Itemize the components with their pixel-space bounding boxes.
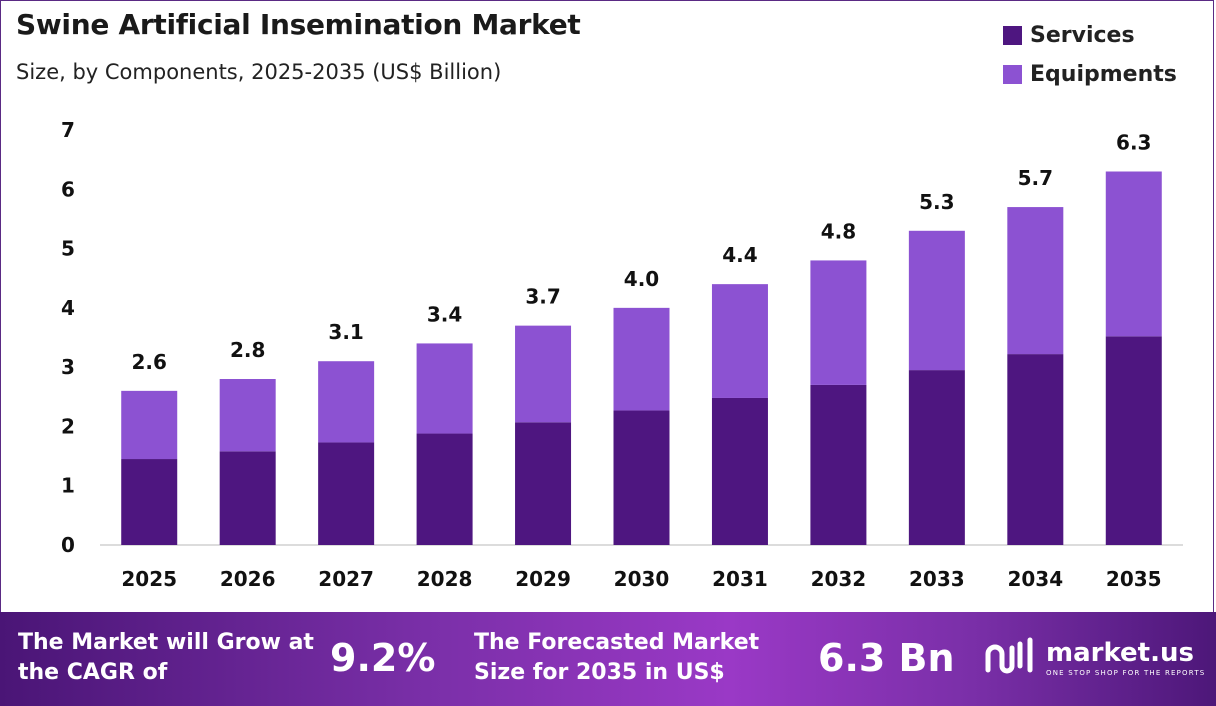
total-label-2034: 5.7 — [1018, 166, 1053, 190]
forecast-value: 6.3 Bn — [818, 636, 955, 680]
x-tick-label-2026: 2026 — [220, 567, 276, 591]
y-tick-label: 2 — [61, 414, 75, 438]
legend-label-equipments: Equipments — [1030, 62, 1177, 87]
bar-equipments-2034 — [1007, 207, 1064, 355]
legend-item-equipments: Equipments — [1003, 55, 1177, 94]
total-label-2031: 4.4 — [722, 243, 757, 267]
summary-banner: The Market will Grow at the CAGR of 9.2%… — [0, 612, 1216, 706]
bar-equipments-2035 — [1105, 171, 1162, 337]
x-tick-label-2032: 2032 — [811, 567, 867, 591]
bar-equipments-2029 — [515, 325, 572, 423]
forecast-text: The Forecasted Market Size for 2035 in U… — [474, 630, 760, 685]
bar-equipments-2026 — [219, 379, 276, 452]
x-tick-label-2029: 2029 — [515, 567, 571, 591]
y-tick-label: 6 — [61, 177, 75, 201]
bar-services-2033 — [908, 370, 965, 545]
bar-services-2027 — [318, 442, 375, 545]
total-label-2035: 6.3 — [1116, 131, 1151, 155]
logo-tagline: ONE STOP SHOP FOR THE REPORTS — [1046, 669, 1206, 677]
bar-services-2032 — [810, 384, 867, 545]
x-tick-label-2028: 2028 — [417, 567, 473, 591]
total-label-2030: 4.0 — [624, 267, 659, 291]
market-us-logo: market.us ONE STOP SHOP FOR THE REPORTS — [984, 636, 1205, 680]
x-tick-label-2031: 2031 — [712, 567, 768, 591]
y-tick-label: 7 — [61, 118, 75, 142]
bar-equipments-2028 — [416, 343, 473, 434]
bar-services-2029 — [515, 422, 572, 545]
total-label-2032: 4.8 — [821, 219, 856, 243]
bar-services-2035 — [1105, 336, 1162, 545]
bar-equipments-2033 — [908, 230, 965, 371]
bar-equipments-2032 — [810, 260, 867, 385]
legend: Services Equipments — [1003, 16, 1177, 94]
bar-services-2028 — [416, 433, 473, 545]
chart-title: Swine Artificial Insemination Market — [16, 8, 581, 41]
bar-services-2026 — [219, 451, 276, 545]
total-label-2033: 5.3 — [919, 190, 954, 214]
x-tick-label-2033: 2033 — [909, 567, 965, 591]
y-tick-label: 0 — [61, 533, 75, 557]
bar-equipments-2030 — [613, 307, 670, 411]
legend-swatch-services — [1003, 26, 1022, 45]
total-label-2028: 3.4 — [427, 302, 462, 326]
cagr-value: 9.2% — [330, 636, 436, 680]
total-label-2029: 3.7 — [525, 285, 560, 309]
bar-services-2034 — [1007, 354, 1064, 545]
total-label-2025: 2.6 — [132, 350, 167, 374]
total-label-2026: 2.8 — [230, 338, 265, 362]
stacked-bar-chart: 0 1 2 3 4 5 6 7 2.6 2025 2.8 2026 3.1 2027 3.4 2028 3.7 2… — [61, 118, 1183, 591]
bar-equipments-2031 — [711, 284, 768, 398]
bar-equipments-2025 — [121, 390, 178, 460]
bar-equipments-2027 — [318, 361, 375, 443]
y-tick-label: 4 — [61, 296, 75, 320]
x-tick-label-2027: 2027 — [318, 567, 374, 591]
logo-mark-icon — [985, 637, 1033, 674]
bar-services-2031 — [711, 397, 768, 545]
legend-swatch-equipments — [1003, 65, 1022, 84]
cagr-text: The Market will Grow at the CAGR of — [18, 630, 314, 685]
bar-services-2025 — [121, 459, 178, 545]
logo-name: market.us — [1046, 638, 1194, 668]
y-tick-label: 1 — [61, 474, 75, 498]
legend-label-services: Services — [1030, 23, 1135, 48]
x-tick-label-2035: 2035 — [1106, 567, 1162, 591]
chart-subtitle: Size, by Components, 2025-2035 (US$ Bill… — [16, 60, 502, 84]
legend-item-services: Services — [1003, 16, 1177, 55]
bar-services-2030 — [613, 410, 670, 545]
total-label-2027: 3.1 — [328, 320, 363, 344]
x-tick-label-2034: 2034 — [1007, 567, 1063, 591]
y-tick-label: 5 — [61, 237, 75, 261]
x-tick-label-2030: 2030 — [614, 567, 670, 591]
x-tick-label-2025: 2025 — [121, 567, 177, 591]
y-tick-label: 3 — [61, 355, 75, 379]
